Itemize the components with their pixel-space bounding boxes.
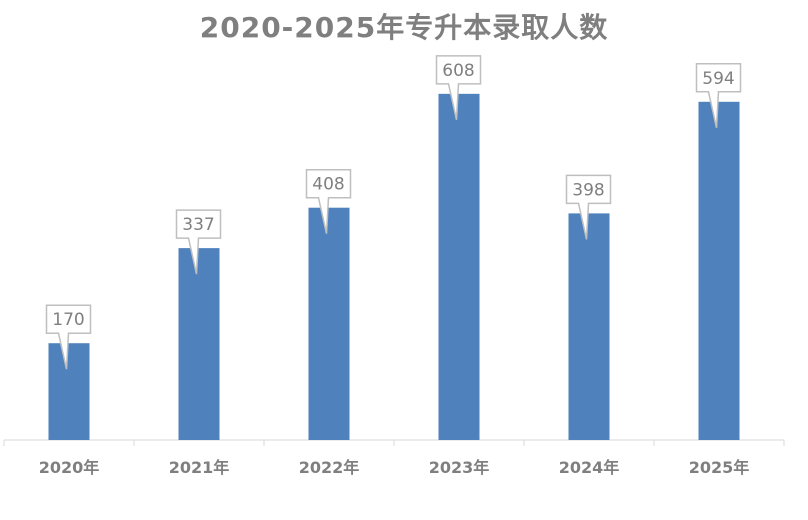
data-label-box (175, 209, 222, 275)
x-tick-label: 2022年 (299, 458, 360, 477)
data-label: 398 (572, 180, 604, 200)
data-label-callout: 408 (305, 168, 352, 234)
x-tick-label: 2021年 (169, 458, 230, 477)
data-label-callout: 170 (45, 304, 92, 370)
bar (698, 101, 740, 440)
bar (438, 93, 480, 440)
data-label-callout: 594 (695, 63, 742, 128)
data-label-box (305, 168, 352, 234)
data-label-callout: 337 (175, 209, 222, 275)
data-label: 337 (182, 215, 214, 235)
x-tick-label: 2024年 (559, 458, 620, 477)
x-tick-label: 2023年 (429, 458, 490, 477)
bar (178, 248, 220, 440)
data-label: 170 (52, 310, 84, 330)
data-label-callout: 398 (565, 174, 612, 240)
data-label-box (45, 304, 92, 370)
data-label-callout: 608 (435, 55, 482, 120)
data-label-box (435, 55, 482, 120)
x-tick-label: 2020年 (39, 458, 100, 477)
bar (308, 207, 350, 440)
bar (48, 343, 90, 440)
data-label: 594 (702, 69, 734, 89)
chart-title: 2020-2025年专升本录取人数 (199, 11, 609, 44)
x-tick-label: 2025年 (689, 458, 750, 477)
data-label-box (565, 174, 612, 240)
data-label: 608 (442, 61, 474, 81)
data-label: 408 (312, 175, 344, 195)
data-label-box (695, 63, 742, 128)
bar (568, 213, 610, 440)
